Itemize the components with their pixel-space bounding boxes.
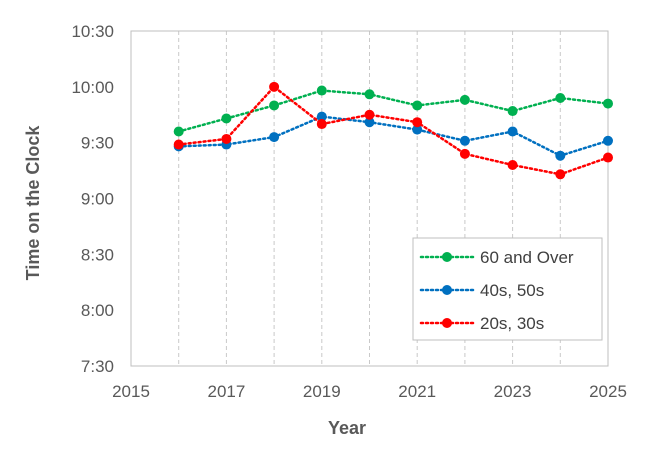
data-point xyxy=(412,100,423,111)
x-tick-label: 2015 xyxy=(112,382,150,401)
x-axis-title: Year xyxy=(328,418,366,438)
data-point xyxy=(221,133,232,144)
series-line xyxy=(177,115,610,158)
data-point xyxy=(459,94,470,105)
data-point xyxy=(269,132,280,143)
x-axis-ticks: 2015 2017 2019 2021 2023 2025 xyxy=(112,382,627,401)
data-point xyxy=(603,135,613,146)
x-tick-label: 2021 xyxy=(398,382,436,401)
data-point xyxy=(316,111,327,122)
y-tick-label: 9:00 xyxy=(81,190,114,209)
legend-item: 40s, 50s xyxy=(419,281,544,300)
data-point xyxy=(459,135,470,146)
x-tick-label: 2019 xyxy=(303,382,341,401)
legend-marker xyxy=(442,252,452,262)
y-axis-title: Time on the Clock xyxy=(23,125,43,281)
data-point xyxy=(173,126,184,137)
data-point xyxy=(221,113,232,124)
data-point xyxy=(555,93,566,103)
data-point xyxy=(269,81,280,92)
data-point xyxy=(412,124,423,135)
y-tick-label: 8:30 xyxy=(81,245,114,264)
data-point xyxy=(364,109,375,120)
data-point xyxy=(555,150,566,161)
data-point xyxy=(603,98,613,109)
data-point xyxy=(459,148,470,159)
y-tick-label: 10:30 xyxy=(71,22,114,41)
legend-label: 40s, 50s xyxy=(480,281,544,300)
y-axis-ticks: 7:30 8:00 8:30 9:00 9:30 10:00 10:30 xyxy=(71,22,114,376)
legend-marker xyxy=(442,285,452,295)
legend-item: 60 and Over xyxy=(419,248,574,267)
data-point xyxy=(507,160,518,170)
legend-label: 20s, 30s xyxy=(480,314,544,333)
x-tick-label: 2025 xyxy=(589,382,627,401)
data-point xyxy=(269,100,280,111)
legend-marker xyxy=(442,318,452,328)
data-point xyxy=(507,126,518,137)
data-point xyxy=(364,89,375,100)
y-tick-label: 7:30 xyxy=(81,357,114,376)
y-tick-label: 8:00 xyxy=(81,301,114,320)
plot-area-border xyxy=(130,30,609,367)
data-point xyxy=(555,169,566,180)
x-tick-label: 2017 xyxy=(207,382,245,401)
legend-item: 20s, 30s xyxy=(419,314,544,333)
legend: 60 and Over 40s, 50s 20s, 30s xyxy=(412,237,603,341)
y-tick-label: 10:00 xyxy=(71,78,114,97)
series-1 xyxy=(173,85,613,137)
data-point xyxy=(603,152,613,163)
data-point xyxy=(507,106,518,117)
data-point xyxy=(316,119,327,130)
series-layer xyxy=(173,81,613,180)
series-3 xyxy=(173,81,613,180)
plot-border xyxy=(130,30,609,367)
series-line xyxy=(177,85,610,176)
data-point xyxy=(412,117,423,128)
x-tick-label: 2023 xyxy=(494,382,532,401)
data-point xyxy=(316,85,327,96)
data-point xyxy=(173,139,184,150)
legend-label: 60 and Over xyxy=(480,248,574,267)
y-tick-label: 9:30 xyxy=(81,134,114,153)
data-point xyxy=(364,117,375,128)
